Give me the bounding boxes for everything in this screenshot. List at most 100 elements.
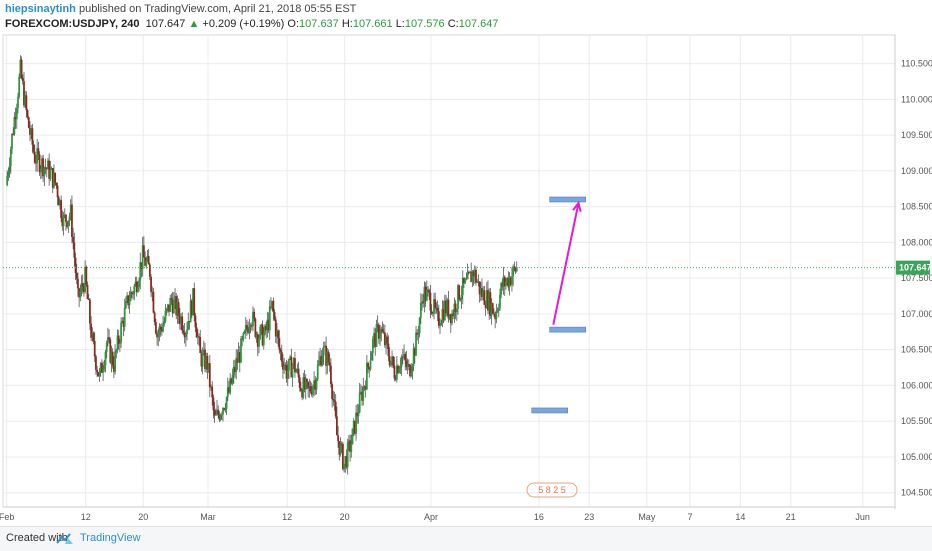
candle-body — [324, 345, 326, 347]
candle-body — [176, 302, 179, 316]
close-label: C: — [447, 18, 459, 30]
candle-body — [434, 299, 437, 309]
candle-body — [235, 358, 238, 373]
candle-body — [451, 313, 453, 324]
candle-body — [363, 386, 366, 388]
candle-body — [43, 167, 46, 177]
candle-body — [266, 319, 269, 331]
candle-body — [187, 321, 190, 330]
candle-body — [290, 356, 293, 378]
candle-body — [475, 269, 477, 283]
target-level-box[interactable] — [549, 196, 586, 203]
candle-body — [259, 326, 262, 339]
candle-body — [67, 220, 70, 227]
candle-body — [95, 356, 97, 370]
candle-body — [196, 336, 199, 338]
candle-body — [392, 356, 395, 366]
candle-body — [65, 214, 67, 222]
candle-body — [400, 356, 403, 367]
candle-body — [86, 284, 89, 299]
candle-body — [345, 456, 348, 468]
candle-body — [507, 277, 510, 288]
tradingview-brand[interactable]: TradingView — [80, 532, 141, 544]
candle-body — [361, 391, 363, 401]
candle-body — [66, 221, 69, 227]
candle-body — [113, 365, 115, 372]
candle-body — [322, 346, 325, 356]
candle-body — [255, 334, 258, 337]
candle-body — [126, 295, 128, 301]
candle-body — [409, 365, 411, 377]
candle-body — [399, 366, 402, 369]
candle-body — [170, 298, 173, 300]
candle-body — [291, 365, 294, 378]
candle-body — [268, 306, 271, 331]
candle-body — [205, 355, 208, 370]
candle-body — [59, 200, 61, 206]
candle-body — [104, 352, 107, 366]
candle-body — [508, 277, 511, 288]
chart-header: hiepsinaytinh published on TradingView.c… — [0, 0, 932, 34]
candle-body — [105, 342, 108, 353]
projection-arrow[interactable] — [552, 202, 580, 325]
candle-body — [154, 322, 157, 334]
candle-body — [172, 299, 175, 314]
candle-body — [6, 175, 9, 186]
candle-body — [407, 364, 410, 366]
candle-body — [469, 271, 471, 273]
candle-body — [133, 286, 136, 295]
candle-body — [302, 377, 305, 398]
target-level-box[interactable] — [531, 407, 568, 414]
candle-body — [319, 356, 322, 361]
candle-body — [332, 398, 335, 401]
candle-body — [377, 324, 380, 339]
y-tick-label: 108.000 — [901, 237, 932, 247]
candle-body — [24, 95, 27, 106]
candle-body — [57, 197, 60, 206]
candle-body — [240, 338, 242, 363]
candle-body — [495, 311, 498, 320]
high-value: 107.661 — [352, 18, 393, 30]
candle-body — [304, 379, 307, 390]
candle-body — [430, 310, 433, 314]
candle-body — [301, 390, 304, 398]
candle-body — [162, 324, 164, 332]
candle-body — [286, 370, 289, 379]
candle-body — [502, 276, 505, 287]
candle-body — [375, 324, 378, 347]
candle-body — [26, 110, 29, 118]
candle-body — [424, 286, 427, 301]
candle-body — [188, 321, 191, 323]
candle-body — [261, 324, 264, 346]
candle-body — [417, 332, 420, 335]
candle-body — [74, 257, 77, 273]
candle-body — [15, 108, 18, 120]
published-text: published on TradingView.com, April 21, … — [78, 3, 357, 15]
candle-body — [374, 333, 377, 347]
candle-body — [247, 328, 250, 333]
symbol-label[interactable]: FOREXCOM:USDJPY, 240 — [5, 18, 140, 30]
candle-body — [206, 355, 209, 370]
candle-body — [30, 128, 33, 135]
candle-body — [224, 409, 227, 411]
candle-body — [460, 295, 463, 300]
target-level-box[interactable] — [549, 326, 586, 333]
candle-body — [412, 348, 415, 366]
candle-body — [277, 330, 280, 339]
candle-body — [477, 281, 480, 283]
candle-body — [289, 356, 292, 359]
x-tick-label: May — [638, 512, 656, 522]
candle-body — [312, 386, 314, 395]
candle-body — [328, 362, 331, 366]
price-chart[interactable]: 110.500 110.000 109.500 109.000 108.500 108.0… — [0, 34, 932, 526]
author-link[interactable]: hiepsinaytinh — [5, 3, 76, 15]
close-value: 107.647 — [458, 18, 499, 30]
low-value: 107.576 — [404, 18, 445, 30]
candle-body — [443, 300, 446, 321]
candle-body — [115, 350, 118, 352]
candle-body — [487, 290, 489, 311]
plot-area — [2, 34, 896, 508]
candle-body — [17, 96, 19, 109]
candle-body — [413, 348, 416, 356]
candle-body — [21, 78, 24, 82]
